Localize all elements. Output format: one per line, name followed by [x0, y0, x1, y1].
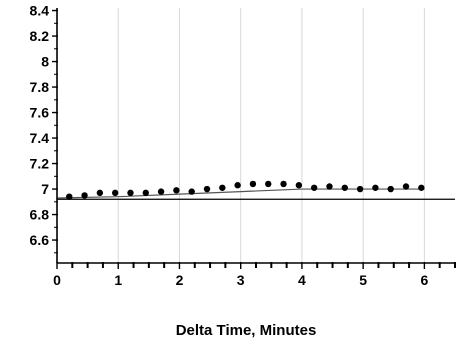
x-tick-label: 2 — [176, 272, 184, 288]
grid-layer — [117, 8, 425, 263]
x-axis-title: Delta Time, Minutes — [176, 322, 317, 339]
data-point-1 — [81, 192, 88, 199]
data-points-layer — [66, 180, 425, 200]
data-point-4 — [127, 189, 134, 197]
data-point-18 — [341, 184, 348, 191]
data-point-17 — [326, 183, 333, 190]
x-tick-label: 4 — [298, 272, 306, 288]
data-point-3 — [111, 189, 119, 197]
y-tick-label: 7.4 — [30, 130, 50, 146]
data-point-22 — [402, 183, 410, 190]
data-point-13 — [265, 180, 272, 188]
data-point-19 — [356, 185, 364, 193]
data-point-23 — [418, 184, 425, 191]
data-point-11 — [234, 182, 241, 189]
data-point-20 — [372, 184, 379, 191]
data-point-2 — [96, 189, 104, 197]
data-point-15 — [295, 182, 303, 189]
y-tick-label: 7.6 — [30, 105, 50, 121]
x-tick-label: 1 — [114, 272, 122, 288]
data-point-0 — [66, 193, 73, 200]
y-tick-label: 8.2 — [30, 28, 50, 44]
data-point-16 — [310, 184, 318, 191]
y-tick-label: 8.4 — [30, 3, 50, 19]
y-tick-label: 7.2 — [30, 156, 50, 172]
data-point-6 — [157, 188, 165, 195]
y-tick-label: 6.8 — [30, 207, 50, 223]
tick-labels-layer: 6.6 6.8 7 7.2 7.4 7.6 7.8 8 8.2 8.4 0 1 2 3 4 5 6 — [30, 3, 429, 288]
x-tick-label: 6 — [420, 272, 428, 288]
data-point-5 — [142, 189, 149, 197]
y-tick-label: 7.8 — [30, 79, 50, 95]
y-tick-label: 6.6 — [30, 232, 50, 248]
y-tick-label: 7 — [41, 181, 49, 197]
data-point-8 — [188, 188, 195, 195]
data-point-14 — [280, 180, 287, 188]
data-point-21 — [387, 185, 394, 193]
data-point-7 — [173, 187, 180, 194]
data-point-12 — [249, 180, 257, 188]
y-tick-label: 8 — [41, 54, 49, 70]
x-tick-label: 3 — [237, 272, 245, 288]
data-point-10 — [219, 184, 226, 191]
data-point-9 — [203, 185, 211, 193]
x-tick-label: 0 — [53, 272, 61, 288]
axes-layer — [52, 8, 456, 269]
x-tick-label: 5 — [359, 272, 367, 288]
